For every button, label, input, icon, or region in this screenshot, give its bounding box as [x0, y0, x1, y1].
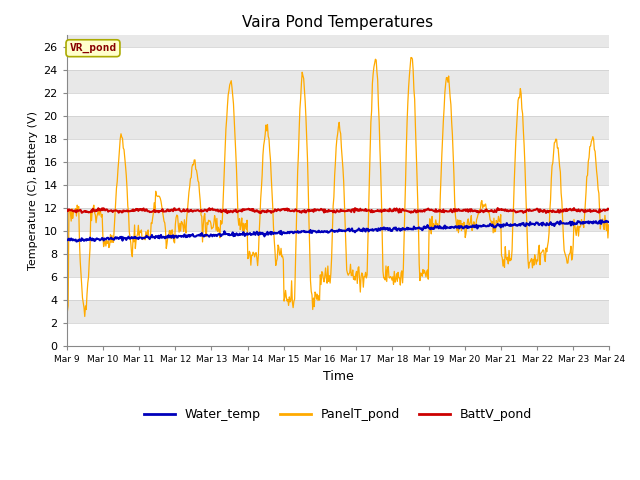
- Bar: [67, 300, 609, 323]
- Y-axis label: Temperature (C), Battery (V): Temperature (C), Battery (V): [28, 111, 38, 270]
- Bar: [67, 24, 609, 47]
- X-axis label: Time: Time: [323, 370, 353, 383]
- Bar: [67, 116, 609, 139]
- Bar: [67, 70, 609, 93]
- Title: Vaira Pond Temperatures: Vaira Pond Temperatures: [243, 15, 433, 30]
- Bar: [67, 208, 609, 231]
- Legend: Water_temp, PanelT_pond, BattV_pond: Water_temp, PanelT_pond, BattV_pond: [139, 404, 538, 426]
- Bar: [67, 162, 609, 185]
- Text: VR_pond: VR_pond: [69, 43, 116, 53]
- Bar: [67, 254, 609, 277]
